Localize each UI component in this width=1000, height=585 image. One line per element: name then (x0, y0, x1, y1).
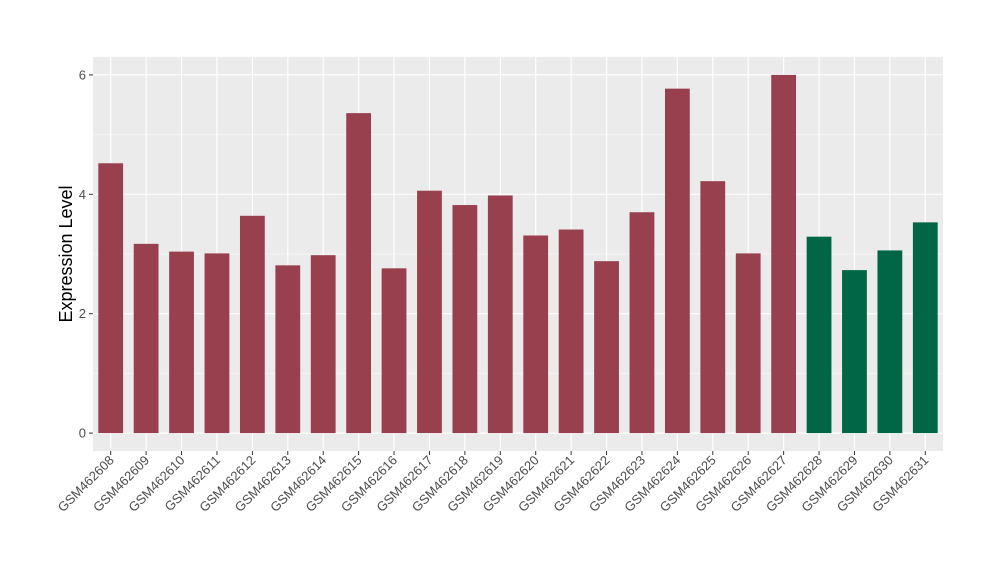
bar-gsm462613 (275, 265, 301, 434)
bar-gsm462610 (169, 251, 194, 434)
bar-gsm462609 (133, 243, 159, 434)
bar-gsm462623 (629, 212, 655, 434)
bar-gsm462611 (204, 253, 230, 434)
bars-group (98, 74, 938, 434)
y-tick-label: 6 (79, 67, 86, 82)
bar-gsm462630 (877, 250, 903, 434)
y-tick-label: 2 (79, 306, 86, 321)
bar-gsm462614 (310, 255, 336, 434)
bar-gsm462617 (417, 190, 442, 434)
bar-gsm462622 (594, 261, 619, 434)
y-tick-label: 4 (79, 187, 86, 202)
bar-gsm462619 (487, 195, 513, 434)
x-axis: GSM462608GSM462609GSM462610GSM462611GSM4… (55, 451, 931, 515)
grid-minor-lines (93, 134, 943, 374)
bar-gsm462612 (239, 215, 265, 434)
y-axis-title: Expression Level (56, 185, 76, 322)
bar-gsm462615 (346, 113, 372, 434)
y-tick-label: 0 (79, 426, 86, 441)
bar-gsm462625 (700, 181, 726, 434)
bar-gsm462629 (842, 270, 867, 434)
bar-gsm462626 (735, 253, 761, 434)
bar-gsm462624 (664, 88, 690, 434)
bar-gsm462620 (523, 235, 549, 434)
bar-gsm462608 (98, 163, 124, 434)
bar-gsm462631 (912, 222, 938, 434)
bar-gsm462627 (771, 74, 797, 434)
bar-gsm462628 (806, 236, 832, 434)
y-axis: 0 2 4 6 (79, 67, 93, 441)
bar-gsm462616 (381, 268, 407, 434)
bar-gsm462621 (558, 229, 584, 434)
bar-gsm462618 (452, 205, 478, 434)
